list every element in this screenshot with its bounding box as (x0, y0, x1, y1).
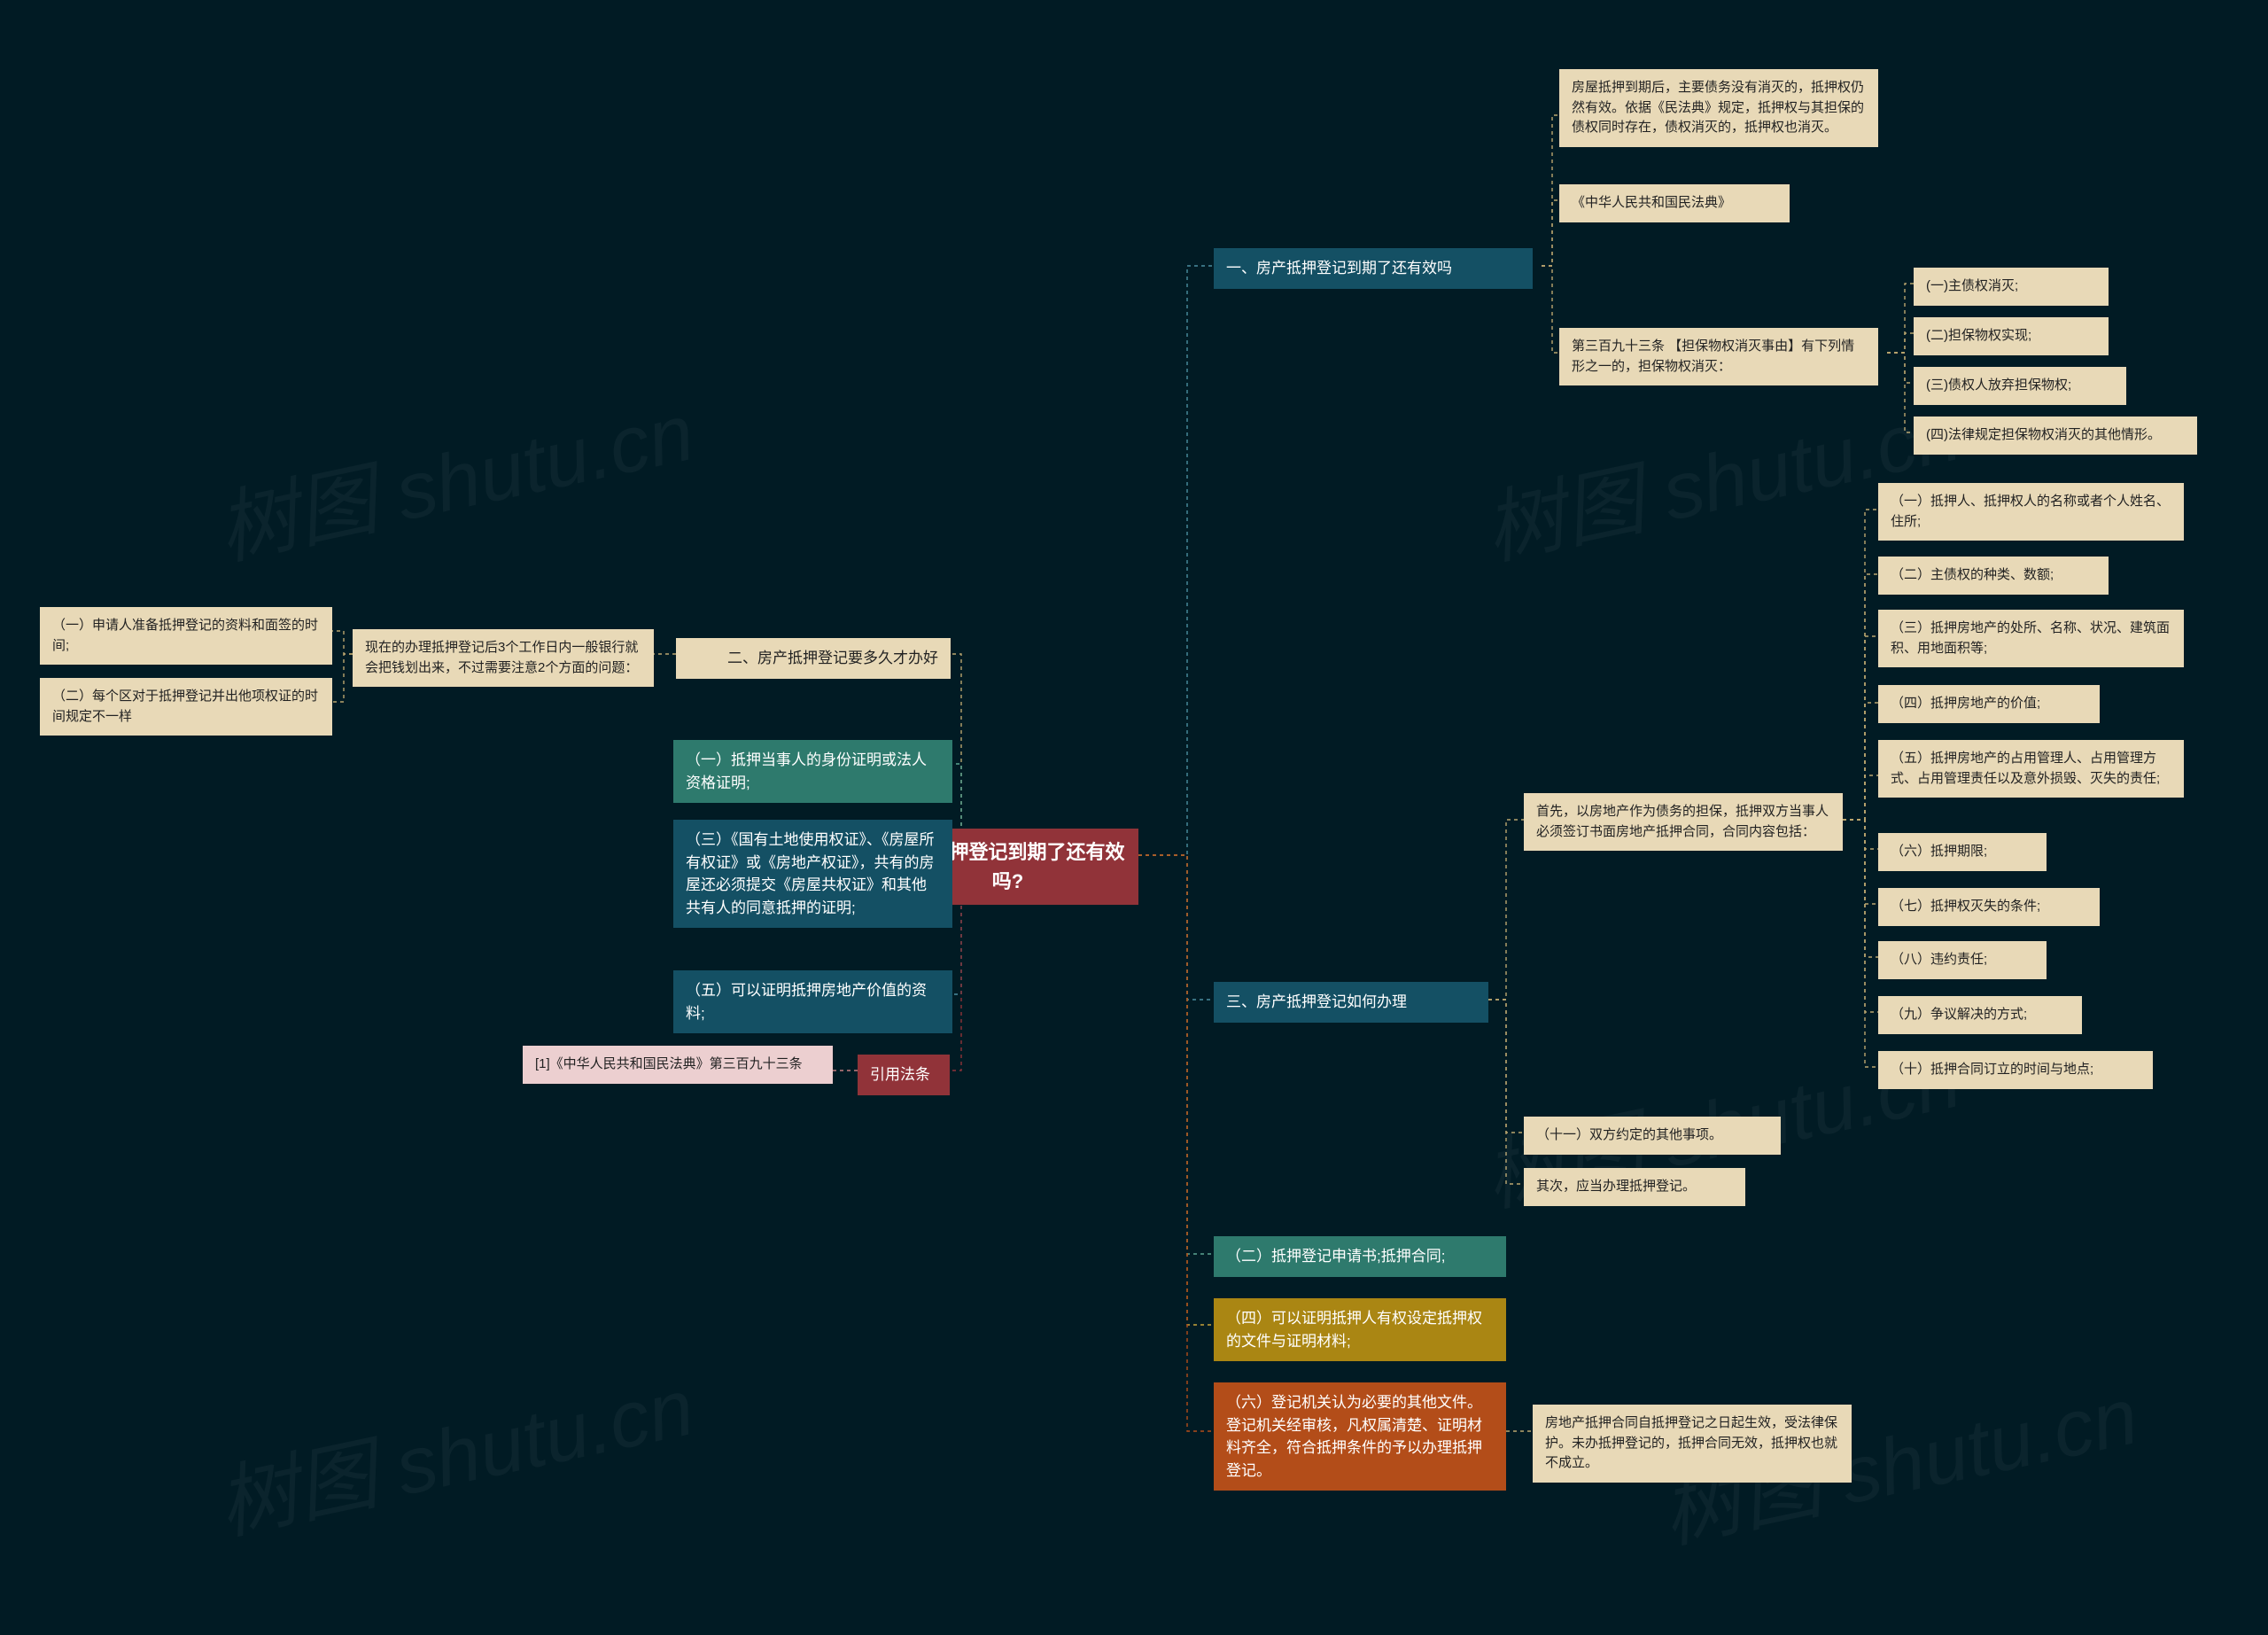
edge (1138, 266, 1214, 855)
edge (332, 631, 353, 654)
edge (1843, 636, 1878, 820)
watermark: 树图 shutu.cn (206, 368, 702, 581)
edge (1843, 574, 1878, 820)
node-s3m[interactable]: 首先，以房地产作为债务的担保，抵押双方当事人必须签订书面房地产抵押合同，合同内容… (1524, 793, 1843, 851)
node-s2a[interactable]: 现在的办理抵押登记后3个工作日内一般银行就会把钱划出来，不过需要注意2个方面的问… (353, 629, 654, 687)
watermark: 树图 shutu.cn (206, 1343, 702, 1556)
node-s3m2[interactable]: （二）主债权的种类、数额; (1878, 557, 2109, 595)
edge (1488, 1000, 1524, 1133)
node-citea[interactable]: [1]《中华人民共和国民法典》第三百九十三条 (523, 1046, 833, 1084)
edge (1887, 333, 1914, 353)
connector-layer (0, 0, 2268, 1635)
node-s1c2[interactable]: (二)担保物权实现; (1914, 317, 2109, 355)
node-s1c[interactable]: 第三百九十三条 【担保物权消灭事由】有下列情形之一的，担保物权消灭： (1559, 328, 1878, 385)
node-s2a1[interactable]: （一）申请人准备抵押登记的资料和面签的时间; (40, 607, 332, 665)
edge (1887, 353, 1914, 383)
watermark: 树图 shutu.cn (1472, 368, 1969, 581)
edge (1138, 855, 1214, 1000)
node-s3m10[interactable]: （十）抵押合同订立的时间与地点; (1878, 1051, 2153, 1089)
edge (1488, 1000, 1524, 1184)
node-cite[interactable]: 引用法条 (858, 1055, 950, 1095)
edge (1542, 200, 1559, 266)
node-s3m7[interactable]: （七）抵押权灭失的条件; (1878, 888, 2100, 926)
node-r6a[interactable]: 房地产抵押合同自抵押登记之日起生效，受法律保护。未办抵押登记的，抵押合同无效，抵… (1533, 1405, 1852, 1483)
node-s1a[interactable]: 房屋抵押到期后，主要债务没有消灭的，抵押权仍然有效。依据《民法典》规定，抵押权与… (1559, 69, 1878, 147)
edge (1843, 820, 1878, 904)
node-s3[interactable]: 三、房产抵押登记如何办理 (1214, 982, 1488, 1023)
node-s2[interactable]: 二、房产抵押登记要多久才办好 (676, 638, 951, 679)
node-s3m6[interactable]: （六）抵押期限; (1878, 833, 2047, 871)
edge (1138, 855, 1214, 1254)
node-r2[interactable]: （二）抵押登记申请书;抵押合同; (1214, 1236, 1506, 1277)
edge (1138, 855, 1214, 1325)
node-s3o[interactable]: 其次，应当办理抵押登记。 (1524, 1168, 1745, 1206)
edge (1138, 855, 1214, 1431)
node-s3m1[interactable]: （一）抵押人、抵押权人的名称或者个人姓名、住所; (1878, 483, 2184, 541)
node-s3m8[interactable]: （八）违约责任; (1878, 941, 2047, 979)
edge (1843, 703, 1878, 820)
edge (1488, 820, 1524, 1000)
node-s1c4[interactable]: (四)法律规定担保物权消灭的其他情形。 (1914, 417, 2197, 455)
node-left1[interactable]: （一）抵押当事人的身份证明或法人资格证明; (673, 740, 952, 803)
node-left3[interactable]: （三）《国有土地使用权证》、《房屋所有权证》或《房地产权证》，共有的房屋还必须提… (673, 820, 952, 928)
node-s1c3[interactable]: (三)债权人放弃担保物权; (1914, 367, 2126, 405)
edge (332, 654, 353, 702)
edge (1843, 820, 1878, 957)
node-r6[interactable]: （六）登记机关认为必要的其他文件。登记机关经审核，凡权属清楚、证明材料齐全，符合… (1214, 1382, 1506, 1491)
edge (1542, 266, 1559, 353)
node-s1c1[interactable]: (一)主债权消灭; (1914, 268, 2109, 306)
node-s3m4[interactable]: （四）抵押房地产的价值; (1878, 685, 2100, 723)
edge (1887, 284, 1914, 353)
edge (1542, 115, 1559, 266)
node-s1[interactable]: 一、房产抵押登记到期了还有效吗 (1214, 248, 1533, 289)
node-s3m3[interactable]: （三）抵押房地产的处所、名称、状况、建筑面积、用地面积等; (1878, 610, 2184, 667)
node-s3m5[interactable]: （五）抵押房地产的占用管理人、占用管理方式、占用管理责任以及意外损毁、灭失的责任… (1878, 740, 2184, 798)
node-s3n[interactable]: （十一）双方约定的其他事项。 (1524, 1117, 1781, 1155)
edge (1843, 510, 1878, 820)
node-r4[interactable]: （四）可以证明抵押人有权设定抵押权的文件与证明材料; (1214, 1298, 1506, 1361)
edge (1843, 820, 1878, 1067)
node-s2a2[interactable]: （二）每个区对于抵押登记并出他项权证的时间规定不一样 (40, 678, 332, 736)
edge (1843, 775, 1878, 820)
edge (1843, 820, 1878, 849)
edge (1843, 820, 1878, 1012)
node-s1b[interactable]: 《中华人民共和国民法典》 (1559, 184, 1790, 222)
edge (1887, 353, 1914, 432)
node-left5[interactable]: （五）可以证明抵押房地产价值的资料; (673, 970, 952, 1033)
node-s3m9[interactable]: （九）争议解决的方式; (1878, 996, 2082, 1034)
